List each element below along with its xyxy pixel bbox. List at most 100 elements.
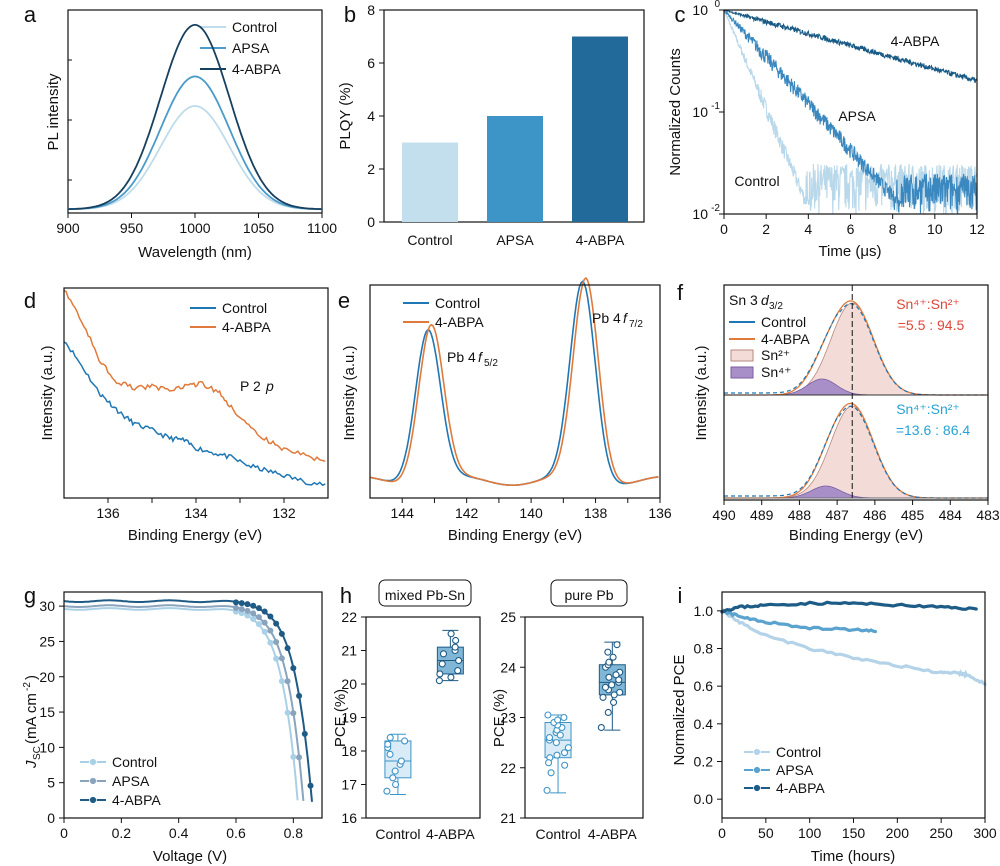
y-tick-label: 0.4	[694, 716, 714, 732]
box-point	[610, 698, 618, 706]
jv-marker	[267, 613, 274, 620]
legend-label: 4-ABPA	[112, 792, 161, 808]
legend-label: Control	[222, 300, 267, 316]
bar-4-ABPA	[572, 36, 628, 222]
fit-Control	[724, 303, 988, 396]
panel-d: Control 4-ABPA 136 134 132 P 2 p Binding Energy…	[24, 287, 329, 544]
box-point	[613, 641, 621, 649]
jv-marker	[255, 605, 262, 612]
x-axis-label: Voltage (V)	[153, 848, 227, 865]
x-tick-label: 8	[889, 221, 897, 237]
plot-frame	[723, 284, 989, 501]
legend-label: Control	[435, 295, 480, 311]
y-axis-label-group: Normalized Counts	[667, 48, 684, 176]
x-tick-label: 50	[758, 825, 774, 841]
y-tick-label: 22	[341, 609, 357, 625]
box-point	[554, 716, 562, 724]
jv-marker	[238, 606, 245, 613]
box-point	[560, 713, 568, 722]
x-tick-label: 0.4	[169, 825, 189, 841]
xps-series-Control	[64, 341, 326, 487]
legend-label: Control	[112, 754, 157, 770]
x-axis-label: Binding Energy (eV)	[448, 527, 582, 544]
x-tick-label: 138	[584, 505, 608, 521]
y-tick-label: 0	[367, 214, 375, 230]
y-axis-label-group: Intensity (a.u.)	[341, 345, 358, 440]
legend-label: 4-ABPA	[776, 780, 825, 796]
x-tick-label: 12	[969, 221, 985, 237]
legend-label: Control	[776, 744, 821, 760]
y-tick-label: 6	[367, 55, 375, 71]
x-axis-label: Wavelength (nm)	[138, 244, 252, 261]
y-tick-label: 19	[341, 710, 357, 726]
annotation-pb7-f: f	[623, 310, 629, 326]
y-axis-label-group: PL intensity	[45, 73, 62, 150]
y-axis-label-group: PCE (%)	[332, 689, 349, 747]
stability-series-Control	[720, 609, 987, 686]
legend-marker	[753, 748, 761, 756]
x-category-label: Control	[375, 826, 420, 842]
x-tick-label: 136	[96, 505, 120, 521]
y-tick-label: 15	[39, 704, 55, 720]
jv-marker	[301, 730, 308, 737]
box-point	[599, 693, 607, 701]
y-tick-label: 10	[692, 104, 708, 120]
jv-marker	[296, 754, 303, 761]
box-point	[556, 731, 564, 739]
jv-marker	[290, 665, 297, 672]
jv-marker	[273, 639, 280, 646]
jv-marker	[250, 602, 257, 609]
x-category-label: Control	[535, 826, 580, 842]
annotation-P2p-italic: p	[265, 378, 274, 394]
bottom-ratio-label: Sn⁴⁺:Sn²⁺	[896, 401, 960, 417]
jv-marker	[284, 709, 291, 716]
box-point	[564, 744, 572, 752]
legend-marker	[753, 766, 761, 774]
jv-marker	[250, 615, 257, 622]
box-point	[439, 650, 448, 658]
legend-marker	[89, 777, 97, 785]
jv-marker	[290, 710, 297, 717]
y-tick-label: 17	[341, 777, 357, 793]
top-ratio-value: =5.5 : 94.5	[898, 317, 965, 333]
y-axis-label: Normalized PCE	[671, 655, 688, 766]
jv-marker	[290, 753, 297, 760]
series-label-4ABPA: 4-ABPA	[891, 33, 940, 49]
x-axis-label: Time (μs)	[818, 243, 881, 260]
y-tick-label: 21	[341, 643, 357, 659]
y-axis-label-exp: -2	[22, 682, 33, 691]
jv-marker	[233, 605, 239, 612]
trpl-series-4-ABPA	[723, 9, 978, 84]
y-tick-label: 0.6	[694, 678, 714, 694]
box-point	[604, 648, 612, 656]
x-tick-label: 900	[56, 220, 80, 236]
xps-series-4-ABPA	[64, 289, 326, 463]
box-point	[436, 670, 444, 678]
annotation-pb5-sub: 5/2	[484, 358, 498, 369]
box-point	[552, 739, 560, 747]
legend-label: Control	[761, 314, 806, 330]
jv-marker	[273, 655, 280, 662]
plot-frame	[524, 616, 644, 819]
plot-frame	[721, 591, 986, 819]
panel-letter-d: d	[24, 288, 36, 313]
plot-frame	[369, 284, 661, 499]
x-axis-label: Binding Energy (eV)	[789, 527, 923, 544]
box-point	[545, 759, 553, 767]
y-tick-label: 10	[692, 2, 708, 18]
x-tick-label: 487	[825, 507, 849, 523]
y-axis-label-group: Normalized PCE	[671, 655, 688, 766]
box-point	[386, 734, 394, 742]
legend-label: 4-ABPA	[761, 331, 810, 347]
legend-label: 4-ABPA	[232, 61, 281, 77]
plot-frame	[63, 287, 329, 499]
y-axis-label: Intensity (a.u.)	[341, 345, 358, 440]
series-label-APSA: APSA	[838, 108, 876, 124]
y-tick-label: 25	[39, 633, 55, 649]
box-point	[561, 761, 569, 769]
x-tick-label: 6	[847, 221, 855, 237]
trpl-series-APSA	[723, 9, 978, 214]
y-tick-label: 10	[692, 206, 708, 222]
x-tick-label: 142	[455, 505, 479, 521]
